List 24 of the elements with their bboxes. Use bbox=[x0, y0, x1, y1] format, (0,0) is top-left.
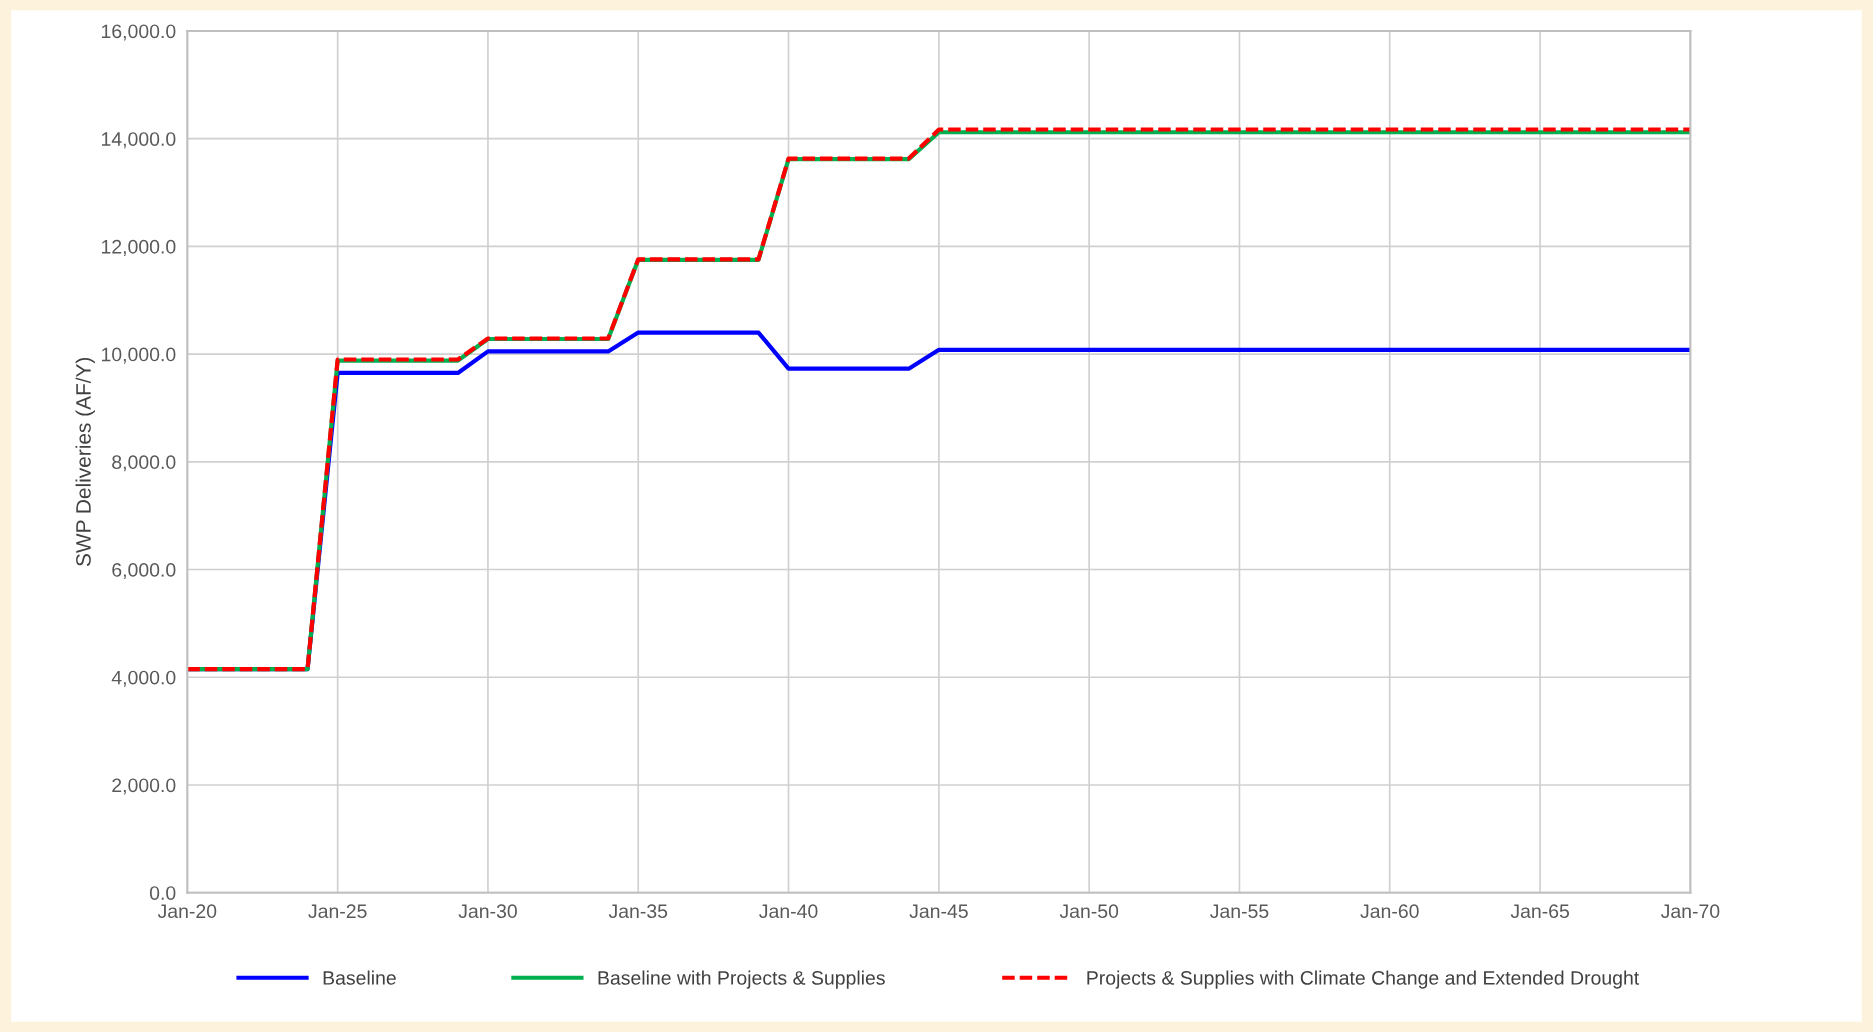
x-tick-label: Jan-65 bbox=[1510, 904, 1570, 919]
y-tick-label: 4,000.0 bbox=[111, 670, 176, 687]
legend-label: Baseline bbox=[323, 970, 396, 985]
y-tick-label: 8,000.0 bbox=[112, 455, 176, 472]
x-tick-label: Jan-50 bbox=[1059, 904, 1119, 919]
y-tick-label: 16,000.0 bbox=[101, 24, 176, 41]
y-tick-label: 0.0 bbox=[149, 886, 176, 900]
x-tick-label: Jan-35 bbox=[608, 904, 668, 919]
y-tick-label: 6,000.0 bbox=[112, 563, 176, 580]
legend-label: Baseline with Projects & Supplies bbox=[598, 970, 885, 989]
y-tick-label: 14,000.0 bbox=[101, 132, 176, 149]
y-tick-label: 10,000.0 bbox=[101, 347, 176, 364]
y-tick-label: 12,000.0 bbox=[101, 239, 176, 256]
y-tick-label: 2,000.0 bbox=[112, 778, 176, 795]
x-tick-label: Jan-70 bbox=[1660, 904, 1720, 919]
x-tick-label: Jan-30 bbox=[458, 904, 517, 919]
x-tick-label: Jan-60 bbox=[1360, 904, 1419, 919]
legend-label: Projects & Supplies with Climate Change and Extended Drought bbox=[1087, 970, 1640, 989]
x-tick-label: Jan-45 bbox=[909, 904, 968, 919]
x-tick-label: Jan-25 bbox=[308, 904, 367, 919]
x-tick-label: Jan-55 bbox=[1210, 904, 1269, 919]
x-tick-label: Jan-40 bbox=[759, 904, 818, 919]
x-tick-label: Jan-20 bbox=[157, 904, 217, 919]
y-axis-title: SWP Deliveries (AF/Y) bbox=[75, 357, 95, 567]
